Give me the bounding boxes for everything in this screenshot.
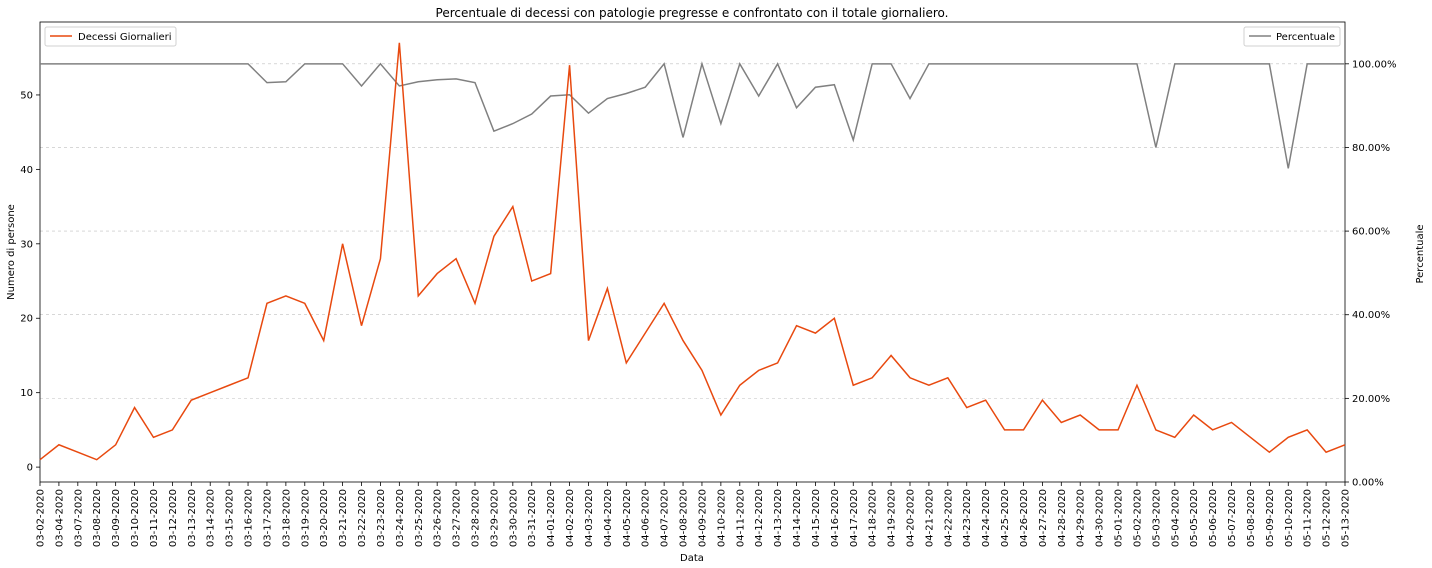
y-left-tick-label: 20 [20, 314, 33, 325]
y-axis-right-label: Percentuale [1415, 224, 1426, 283]
x-tick-label: 04-03-2020 [584, 489, 595, 547]
x-tick-label: 05-13-2020 [1341, 489, 1352, 547]
x-tick-label: 03-19-2020 [300, 489, 311, 547]
legend-label-decessi-giornalieri: Decessi Giornalieri [78, 32, 172, 43]
y-left-tick-label: 40 [20, 165, 33, 176]
x-tick-label: 04-12-2020 [754, 489, 765, 547]
legend-right: Percentuale [1243, 26, 1341, 47]
x-tick-label: 04-10-2020 [716, 489, 727, 547]
x-tick-label: 04-14-2020 [792, 489, 803, 547]
x-tick-label: 03-24-2020 [395, 489, 406, 547]
x-tick-label: 05-08-2020 [1246, 489, 1257, 547]
y-right-tick-label: 20.00% [1352, 394, 1390, 405]
x-tick-label: 04-05-2020 [622, 489, 633, 547]
plot-frame [39, 21, 1346, 483]
x-tick-label: 04-16-2020 [830, 489, 841, 547]
x-tick-label: 03-14-2020 [206, 489, 217, 547]
grid-lines [40, 63, 1345, 399]
x-tick-label: 04-19-2020 [887, 489, 898, 547]
x-tick-label: 05-07-2020 [1227, 489, 1238, 547]
x-tick-label: 03-25-2020 [414, 489, 425, 547]
x-tick-label: 04-09-2020 [697, 489, 708, 547]
x-tick-label: 03-22-2020 [357, 489, 368, 547]
x-tick-label: 04-15-2020 [811, 489, 822, 547]
x-tick-label: 03-27-2020 [452, 489, 463, 547]
x-tick-label: 04-01-2020 [546, 489, 557, 547]
x-tick-label: 04-18-2020 [868, 489, 879, 547]
x-tick-label: 04-17-2020 [849, 489, 860, 547]
y-left-tick-label: 0 [27, 463, 33, 474]
x-tick-label: 05-03-2020 [1151, 489, 1162, 547]
x-tick-label: 03-16-2020 [244, 489, 255, 547]
x-tick-label: 04-07-2020 [660, 489, 671, 547]
series-line-decessi-giornalieri [39, 42, 1346, 461]
y-right-tick-label: 40.00% [1352, 310, 1390, 321]
y-right-tick-label: 60.00% [1352, 227, 1390, 238]
x-tick-label: 03-28-2020 [471, 489, 482, 547]
y-right-tick-label: 80.00% [1352, 143, 1390, 154]
x-tick-label: 03-08-2020 [92, 489, 103, 547]
x-tick-label: 03-23-2020 [376, 489, 387, 547]
x-tick-label: 05-01-2020 [1114, 489, 1125, 547]
x-tick-label: 04-11-2020 [735, 489, 746, 547]
y-axis-right: 0.00% 20.00% 40.00% 60.00% 80.00% 100.00% [1345, 59, 1397, 489]
x-tick-label: 04-25-2020 [1000, 489, 1011, 547]
x-tick-label: 03-30-2020 [508, 489, 519, 547]
x-tick-label: 05-09-2020 [1265, 489, 1276, 547]
x-tick-label: 05-04-2020 [1170, 489, 1181, 547]
x-tick-label: 03-26-2020 [433, 489, 444, 547]
y-axis-left: 0 10 20 30 40 50 [20, 90, 40, 474]
y-axis-left-label: Numero di persone [6, 204, 17, 300]
x-tick-label: 05-06-2020 [1208, 489, 1219, 547]
x-tick-label: 05-10-2020 [1284, 489, 1295, 547]
x-axis: 03-02-2020 03-04-2020 03-07-2020 03-08-2020… [36, 482, 1352, 547]
legend-label-percentuale: Percentuale [1276, 32, 1335, 43]
x-tick-label: 04-21-2020 [924, 489, 935, 547]
x-tick-label: 03-10-2020 [130, 489, 141, 547]
x-tick-label: 04-13-2020 [773, 489, 784, 547]
x-tick-label: 04-28-2020 [1057, 489, 1068, 547]
x-tick-label: 04-27-2020 [1038, 489, 1049, 547]
x-tick-label: 04-08-2020 [679, 489, 690, 547]
x-tick-label: 03-31-2020 [527, 489, 538, 547]
y-right-tick-label: 100.00% [1352, 59, 1397, 70]
y-left-tick-label: 30 [20, 239, 33, 250]
y-right-tick-label: 0.00% [1352, 478, 1384, 489]
series-line-percentuale [40, 61, 1345, 169]
x-tick-label: 04-20-2020 [906, 489, 917, 547]
x-tick-label: 03-13-2020 [187, 489, 198, 547]
x-tick-label: 03-21-2020 [338, 489, 349, 547]
x-tick-label: 05-12-2020 [1322, 489, 1333, 547]
x-tick-label: 03-18-2020 [281, 489, 292, 547]
x-tick-label: 04-06-2020 [641, 489, 652, 547]
x-tick-label: 03-04-2020 [54, 489, 65, 547]
x-tick-label: 03-17-2020 [262, 489, 273, 547]
x-tick-label: 05-02-2020 [1132, 489, 1143, 547]
x-tick-label: 03-20-2020 [319, 489, 330, 547]
chart-title: Percentuale di decessi con patologie pre… [436, 6, 949, 20]
x-tick-label: 03-07-2020 [73, 489, 84, 547]
x-tick-label: 03-09-2020 [111, 489, 122, 547]
x-tick-label: 04-24-2020 [981, 489, 992, 547]
x-tick-label: 03-11-2020 [149, 489, 160, 547]
x-tick-label: 03-29-2020 [489, 489, 500, 547]
x-tick-label: 04-23-2020 [962, 489, 973, 547]
y-left-tick-label: 10 [20, 388, 33, 399]
x-tick-label: 04-30-2020 [1095, 489, 1106, 547]
x-axis-label: Data [680, 553, 704, 564]
legend-left: Decessi Giornalieri [44, 26, 177, 47]
x-tick-label: 03-12-2020 [168, 489, 179, 547]
x-tick-label: 03-02-2020 [36, 489, 47, 547]
x-tick-label: 04-29-2020 [1076, 489, 1087, 547]
x-tick-label: 04-04-2020 [603, 489, 614, 547]
x-tick-label: 05-11-2020 [1303, 489, 1314, 547]
x-tick-label: 04-02-2020 [565, 489, 576, 547]
x-tick-label: 03-15-2020 [225, 489, 236, 547]
x-tick-label: 04-26-2020 [1019, 489, 1030, 547]
y-left-tick-label: 50 [20, 90, 33, 101]
x-tick-label: 04-22-2020 [943, 489, 954, 547]
x-tick-label: 05-05-2020 [1189, 489, 1200, 547]
